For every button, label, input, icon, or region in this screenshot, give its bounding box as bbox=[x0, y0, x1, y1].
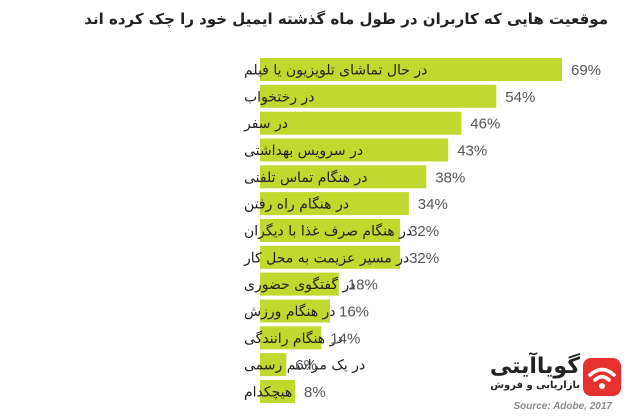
category-label-0: در حال تماشای تلویزیون یا فیلم bbox=[244, 63, 427, 79]
category-label-6: در هنگام صرف غذا با دیگران bbox=[244, 223, 412, 240]
bar-8 bbox=[260, 272, 339, 296]
bar-4 bbox=[260, 165, 427, 189]
bar-7 bbox=[260, 245, 401, 269]
chart-title: موقعیت هایی که کاربران در طول ماه گذشته … bbox=[84, 10, 608, 28]
bar-3 bbox=[260, 138, 449, 162]
wifi-icon bbox=[588, 367, 616, 389]
source-note: Source: Adobe, 2017 bbox=[513, 401, 612, 412]
category-label-7: در مسیر عزیمت به محل کار bbox=[243, 250, 409, 266]
bar-1 bbox=[260, 84, 497, 108]
value-label-1: 54% bbox=[505, 89, 535, 106]
category-label-11: در یک مراسم رسمی bbox=[244, 358, 365, 374]
logo-badge bbox=[583, 358, 621, 396]
bar-0 bbox=[260, 58, 562, 81]
category-label-5: در هنگام راه رفتن bbox=[244, 196, 349, 213]
value-label-4: 38% bbox=[435, 169, 465, 186]
category-label-3: در سرویس بهداشتی bbox=[244, 143, 363, 159]
bar-5 bbox=[260, 192, 409, 216]
value-label-0: 69% bbox=[571, 62, 601, 79]
category-label-9: در هنگام ورزش bbox=[244, 303, 336, 320]
category-label-4: در هنگام تماس تلفنی bbox=[244, 169, 367, 186]
bar-12 bbox=[260, 380, 295, 403]
value-label-3: 43% bbox=[457, 143, 487, 160]
value-label-6: 32% bbox=[409, 223, 439, 240]
value-label-7: 32% bbox=[409, 250, 439, 267]
value-label-9: 16% bbox=[339, 304, 369, 321]
value-label-11: 6% bbox=[295, 357, 317, 374]
bar-10 bbox=[260, 326, 322, 350]
bar-9 bbox=[260, 299, 330, 323]
category-label-1: در رختخواب bbox=[244, 89, 314, 105]
bar-11 bbox=[260, 353, 287, 377]
value-label-2: 46% bbox=[470, 116, 500, 133]
category-label-10: در هنگام رانندگی bbox=[244, 330, 343, 347]
category-label-2: در سفر bbox=[243, 116, 288, 132]
bar-2 bbox=[260, 111, 462, 135]
logo-tagline: بازاریابی و فروش bbox=[490, 380, 580, 391]
value-label-8: 18% bbox=[348, 277, 378, 294]
category-label-12: هیچکدام bbox=[244, 385, 292, 401]
value-label-10: 14% bbox=[330, 330, 360, 347]
brand-logo: گویاآیتی بازاریابی و فروش bbox=[484, 354, 624, 398]
bar-6 bbox=[260, 219, 401, 242]
value-label-5: 34% bbox=[418, 196, 448, 213]
logo-wordmark: گویاآیتی bbox=[489, 354, 580, 379]
category-label-8: در گفتگوی حضوری bbox=[244, 276, 356, 293]
value-label-12: 8% bbox=[304, 384, 326, 401]
